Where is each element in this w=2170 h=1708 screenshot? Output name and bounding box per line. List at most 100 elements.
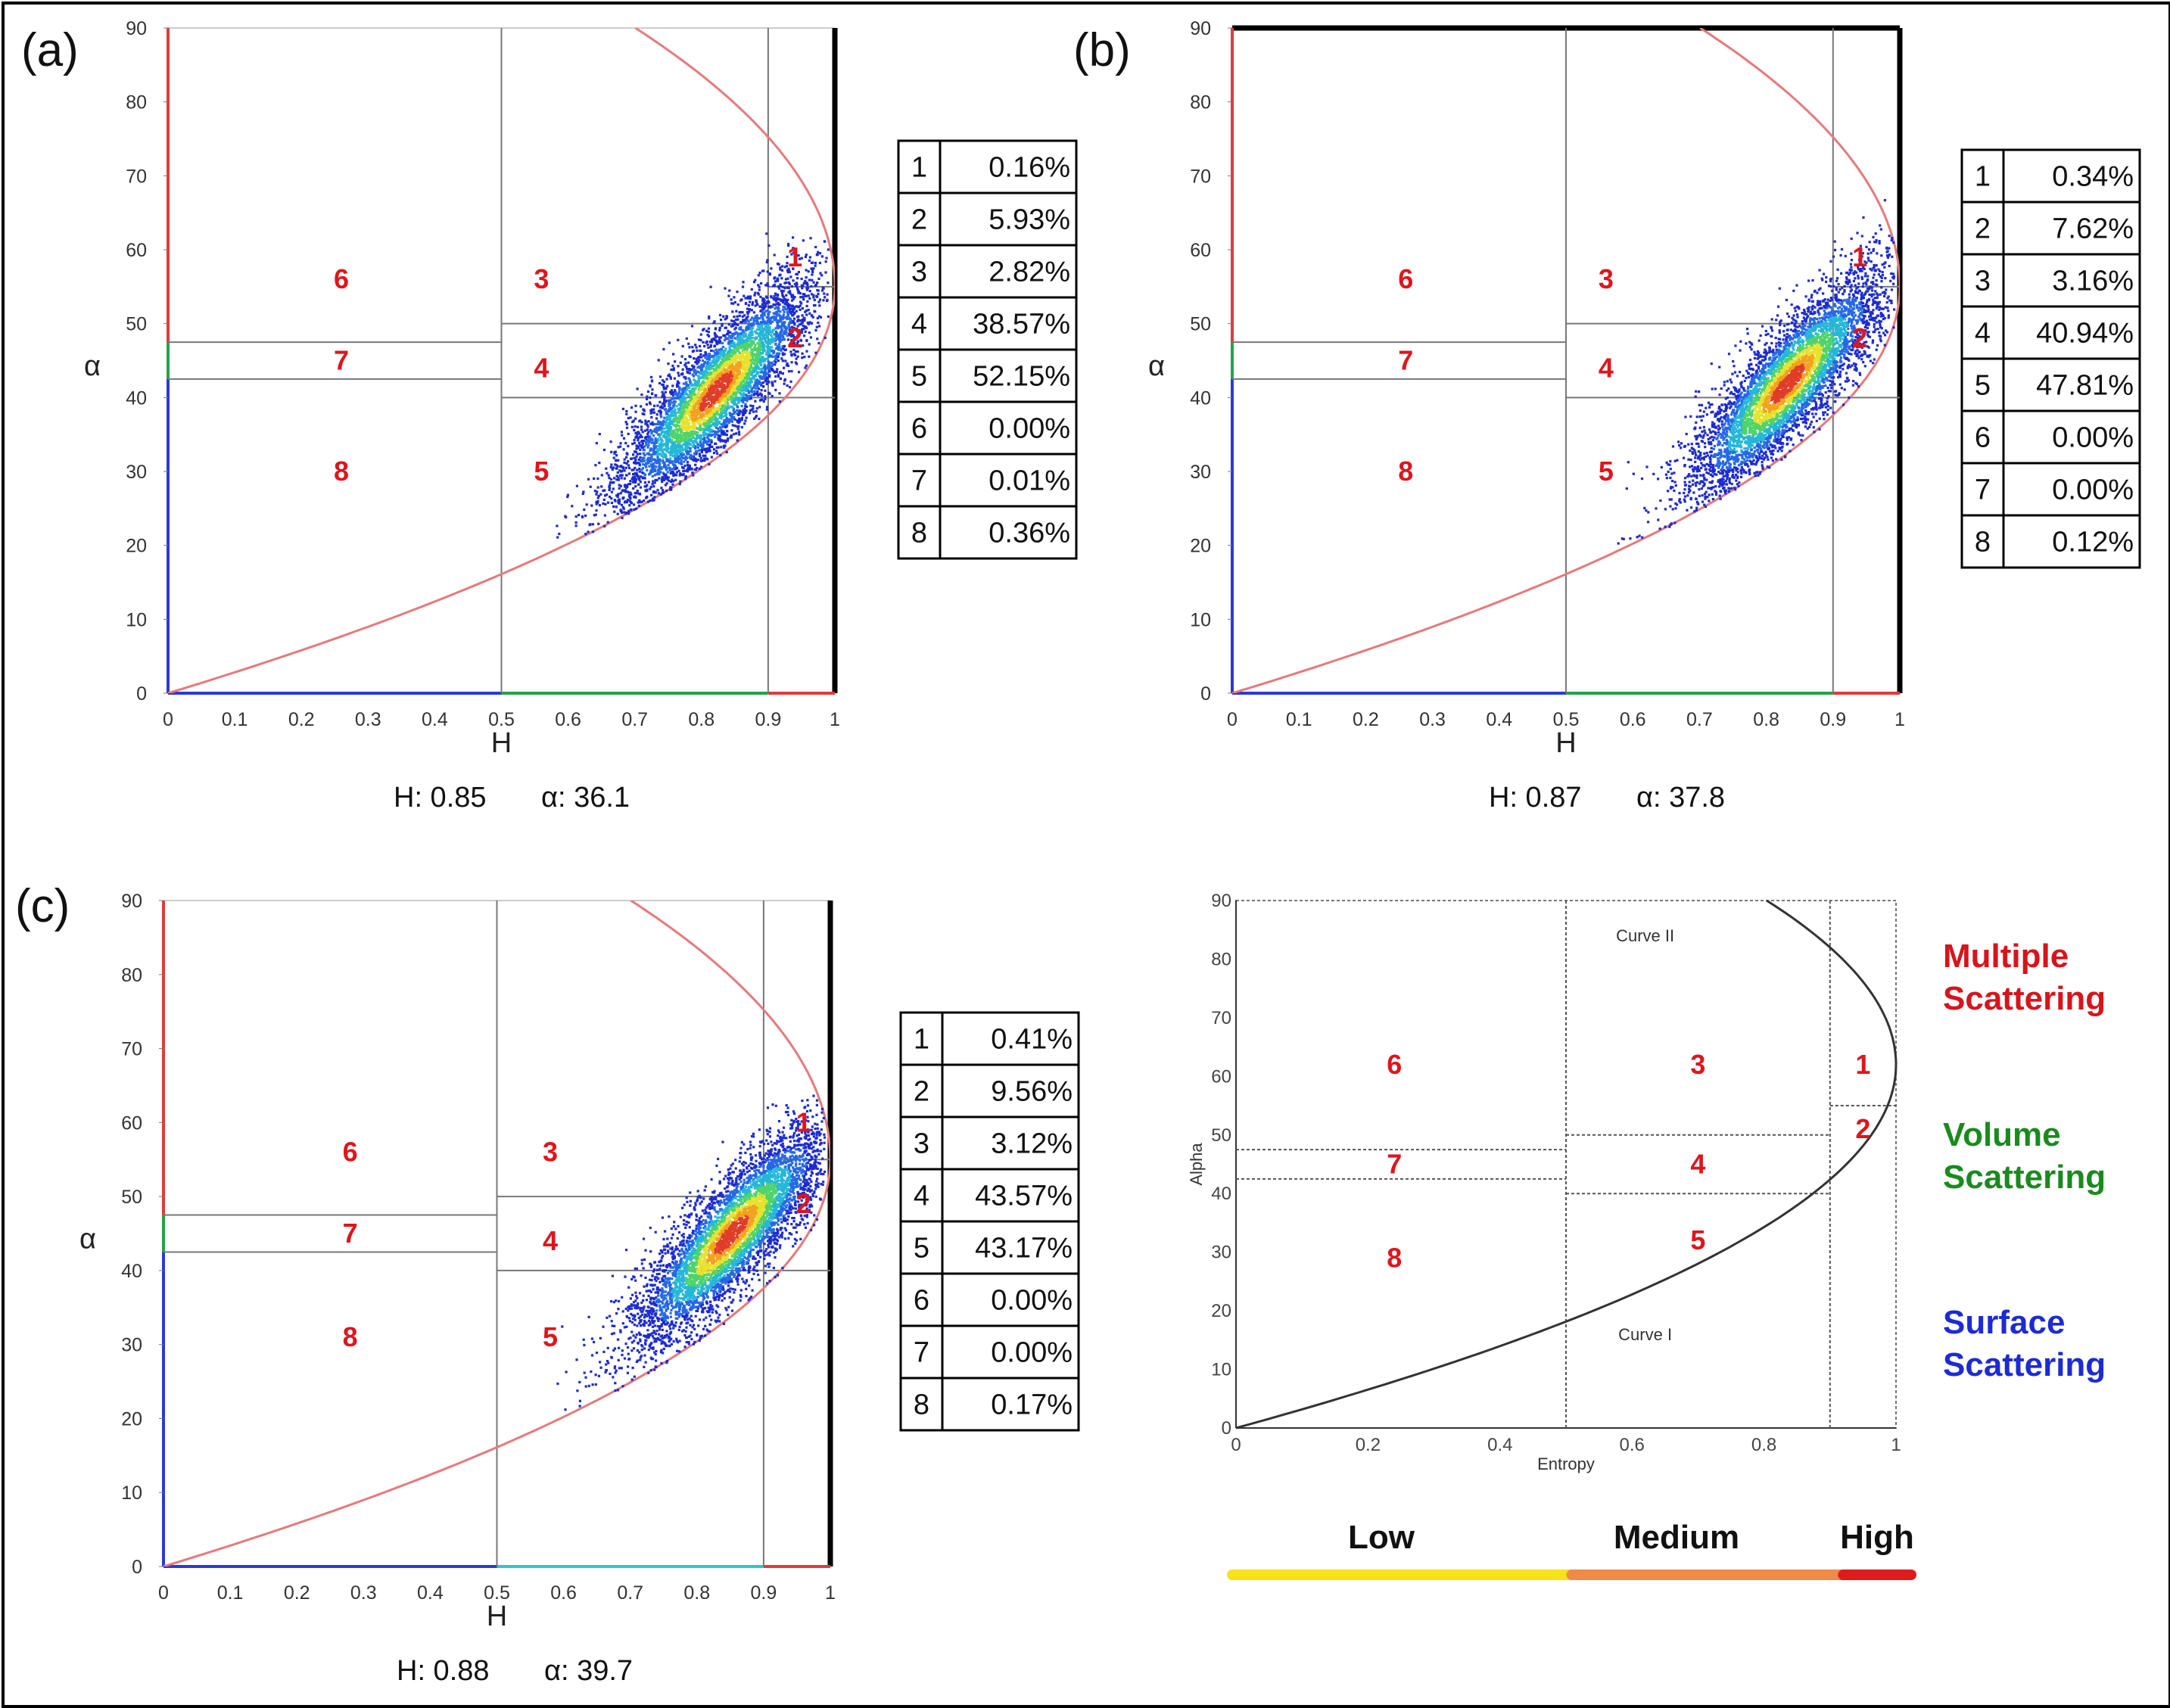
level-label-high: High xyxy=(1840,1519,1914,1556)
ytick-label: 20 xyxy=(1190,536,1211,557)
xtick-label: 0.1 xyxy=(217,1582,244,1604)
xtick-label: 0.8 xyxy=(683,1582,710,1604)
ytick-label: 30 xyxy=(126,462,147,483)
ytick-label: 0 xyxy=(132,1557,142,1578)
zone-label-5: 5 xyxy=(543,1321,558,1352)
table-value: 7.62% xyxy=(2052,213,2134,245)
y-axis-label: α xyxy=(79,1224,96,1255)
xtick-label: 0.4 xyxy=(417,1582,444,1604)
zone-label-7: 7 xyxy=(334,345,349,376)
curve-ii-label: Curve II xyxy=(1616,926,1674,945)
table-zone: 6 xyxy=(911,413,927,445)
xtick-label: 0.9 xyxy=(751,1582,777,1604)
zone-label-5: 5 xyxy=(1599,456,1614,487)
xtick-label: 0 xyxy=(158,1582,169,1604)
ref-xtick-label: 0.2 xyxy=(1356,1435,1381,1455)
legend-line2: Scattering xyxy=(1943,1346,2106,1383)
ref-ytick-label: 80 xyxy=(1211,949,1231,969)
ytick-label: 40 xyxy=(121,1261,142,1282)
ytick-label: 80 xyxy=(121,965,142,986)
table-zone: 6 xyxy=(1975,422,1991,454)
table-value: 0.00% xyxy=(2052,474,2134,506)
panel-label: (a) xyxy=(21,24,79,76)
ref-ytick-label: 30 xyxy=(1211,1243,1231,1263)
mean-entropy: H: 0.85 xyxy=(394,782,487,814)
ref-ytick-label: 50 xyxy=(1211,1125,1231,1146)
ref-ytick-label: 10 xyxy=(1211,1360,1231,1380)
table-zone: 5 xyxy=(911,361,927,393)
table-value: 0.34% xyxy=(2052,161,2134,193)
mean-alpha: α: 36.1 xyxy=(541,782,630,814)
zone-label-4: 4 xyxy=(543,1225,558,1256)
ref-xtick-label: 0.4 xyxy=(1487,1435,1512,1455)
y-axis-label: α xyxy=(1148,350,1165,382)
xtick-label: 0.3 xyxy=(350,1582,377,1604)
reference-curve xyxy=(1236,901,1896,1428)
xtick-label: 0.9 xyxy=(1820,709,1846,730)
ytick-label: 70 xyxy=(121,1039,142,1060)
xtick-label: 0.6 xyxy=(550,1582,577,1604)
table-value: 0.17% xyxy=(991,1389,1073,1421)
xtick-label: 0.3 xyxy=(1419,709,1446,730)
table-zone: 8 xyxy=(1975,527,1991,558)
table-zone: 6 xyxy=(914,1285,929,1317)
xtick-label: 0.9 xyxy=(755,709,782,730)
ref-xtick-label: 1 xyxy=(1891,1435,1901,1455)
xtick-label: 0.1 xyxy=(1286,709,1312,730)
xtick-label: 1 xyxy=(830,709,840,730)
ytick-label: 10 xyxy=(126,609,147,630)
xtick-label: 0.8 xyxy=(1753,709,1779,730)
zone-label-5: 5 xyxy=(534,456,549,487)
ref-ytick-label: 60 xyxy=(1211,1066,1231,1087)
table-zone: 2 xyxy=(1975,213,1991,245)
ytick-label: 20 xyxy=(126,536,147,557)
ytick-label: 40 xyxy=(126,387,147,409)
ref-ytick-label: 20 xyxy=(1211,1301,1231,1321)
xtick-label: 0.7 xyxy=(1686,709,1713,730)
xtick-label: 0 xyxy=(1227,709,1238,730)
ytick-label: 60 xyxy=(1190,240,1211,261)
ytick-label: 20 xyxy=(121,1408,142,1430)
zone-label-4: 4 xyxy=(1599,352,1614,383)
table-value: 0.36% xyxy=(988,518,1070,549)
y-axis-label: α xyxy=(84,350,101,382)
table-zone: 1 xyxy=(1975,161,1991,193)
zone-label-2: 2 xyxy=(787,322,802,353)
xtick-label: 0.4 xyxy=(1486,709,1512,730)
table-value: 0.12% xyxy=(2052,527,2134,558)
zone-label-7: 7 xyxy=(1398,345,1413,376)
x-axis-label: H xyxy=(1555,727,1576,759)
zone-label-3: 3 xyxy=(1599,263,1614,294)
ytick-label: 10 xyxy=(1190,609,1211,630)
ytick-label: 80 xyxy=(1190,92,1211,114)
ytick-label: 90 xyxy=(1190,18,1211,39)
ref-zone-label-5: 5 xyxy=(1690,1224,1705,1255)
ref-zone-label-4: 4 xyxy=(1690,1149,1705,1180)
mean-alpha: α: 37.8 xyxy=(1636,782,1725,814)
table-value: 3.12% xyxy=(991,1128,1073,1160)
ytick-label: 0 xyxy=(1200,683,1211,705)
ref-ytick-label: 90 xyxy=(1211,891,1231,911)
xtick-label: 0.7 xyxy=(617,1582,643,1604)
panel-label: (b) xyxy=(1073,24,1131,76)
xtick-label: 0.1 xyxy=(222,709,248,730)
zone-label-4: 4 xyxy=(534,352,549,383)
table-value: 43.57% xyxy=(975,1181,1073,1212)
ytick-label: 40 xyxy=(1190,387,1211,409)
table-zone: 7 xyxy=(911,465,927,497)
zone-label-1: 1 xyxy=(787,241,802,272)
ytick-label: 30 xyxy=(121,1335,142,1356)
ref-xtick-label: 0.6 xyxy=(1620,1435,1645,1455)
ytick-label: 50 xyxy=(121,1187,142,1208)
table-zone: 5 xyxy=(914,1233,929,1265)
table-zone: 1 xyxy=(911,152,927,184)
ytick-label: 90 xyxy=(121,891,142,912)
